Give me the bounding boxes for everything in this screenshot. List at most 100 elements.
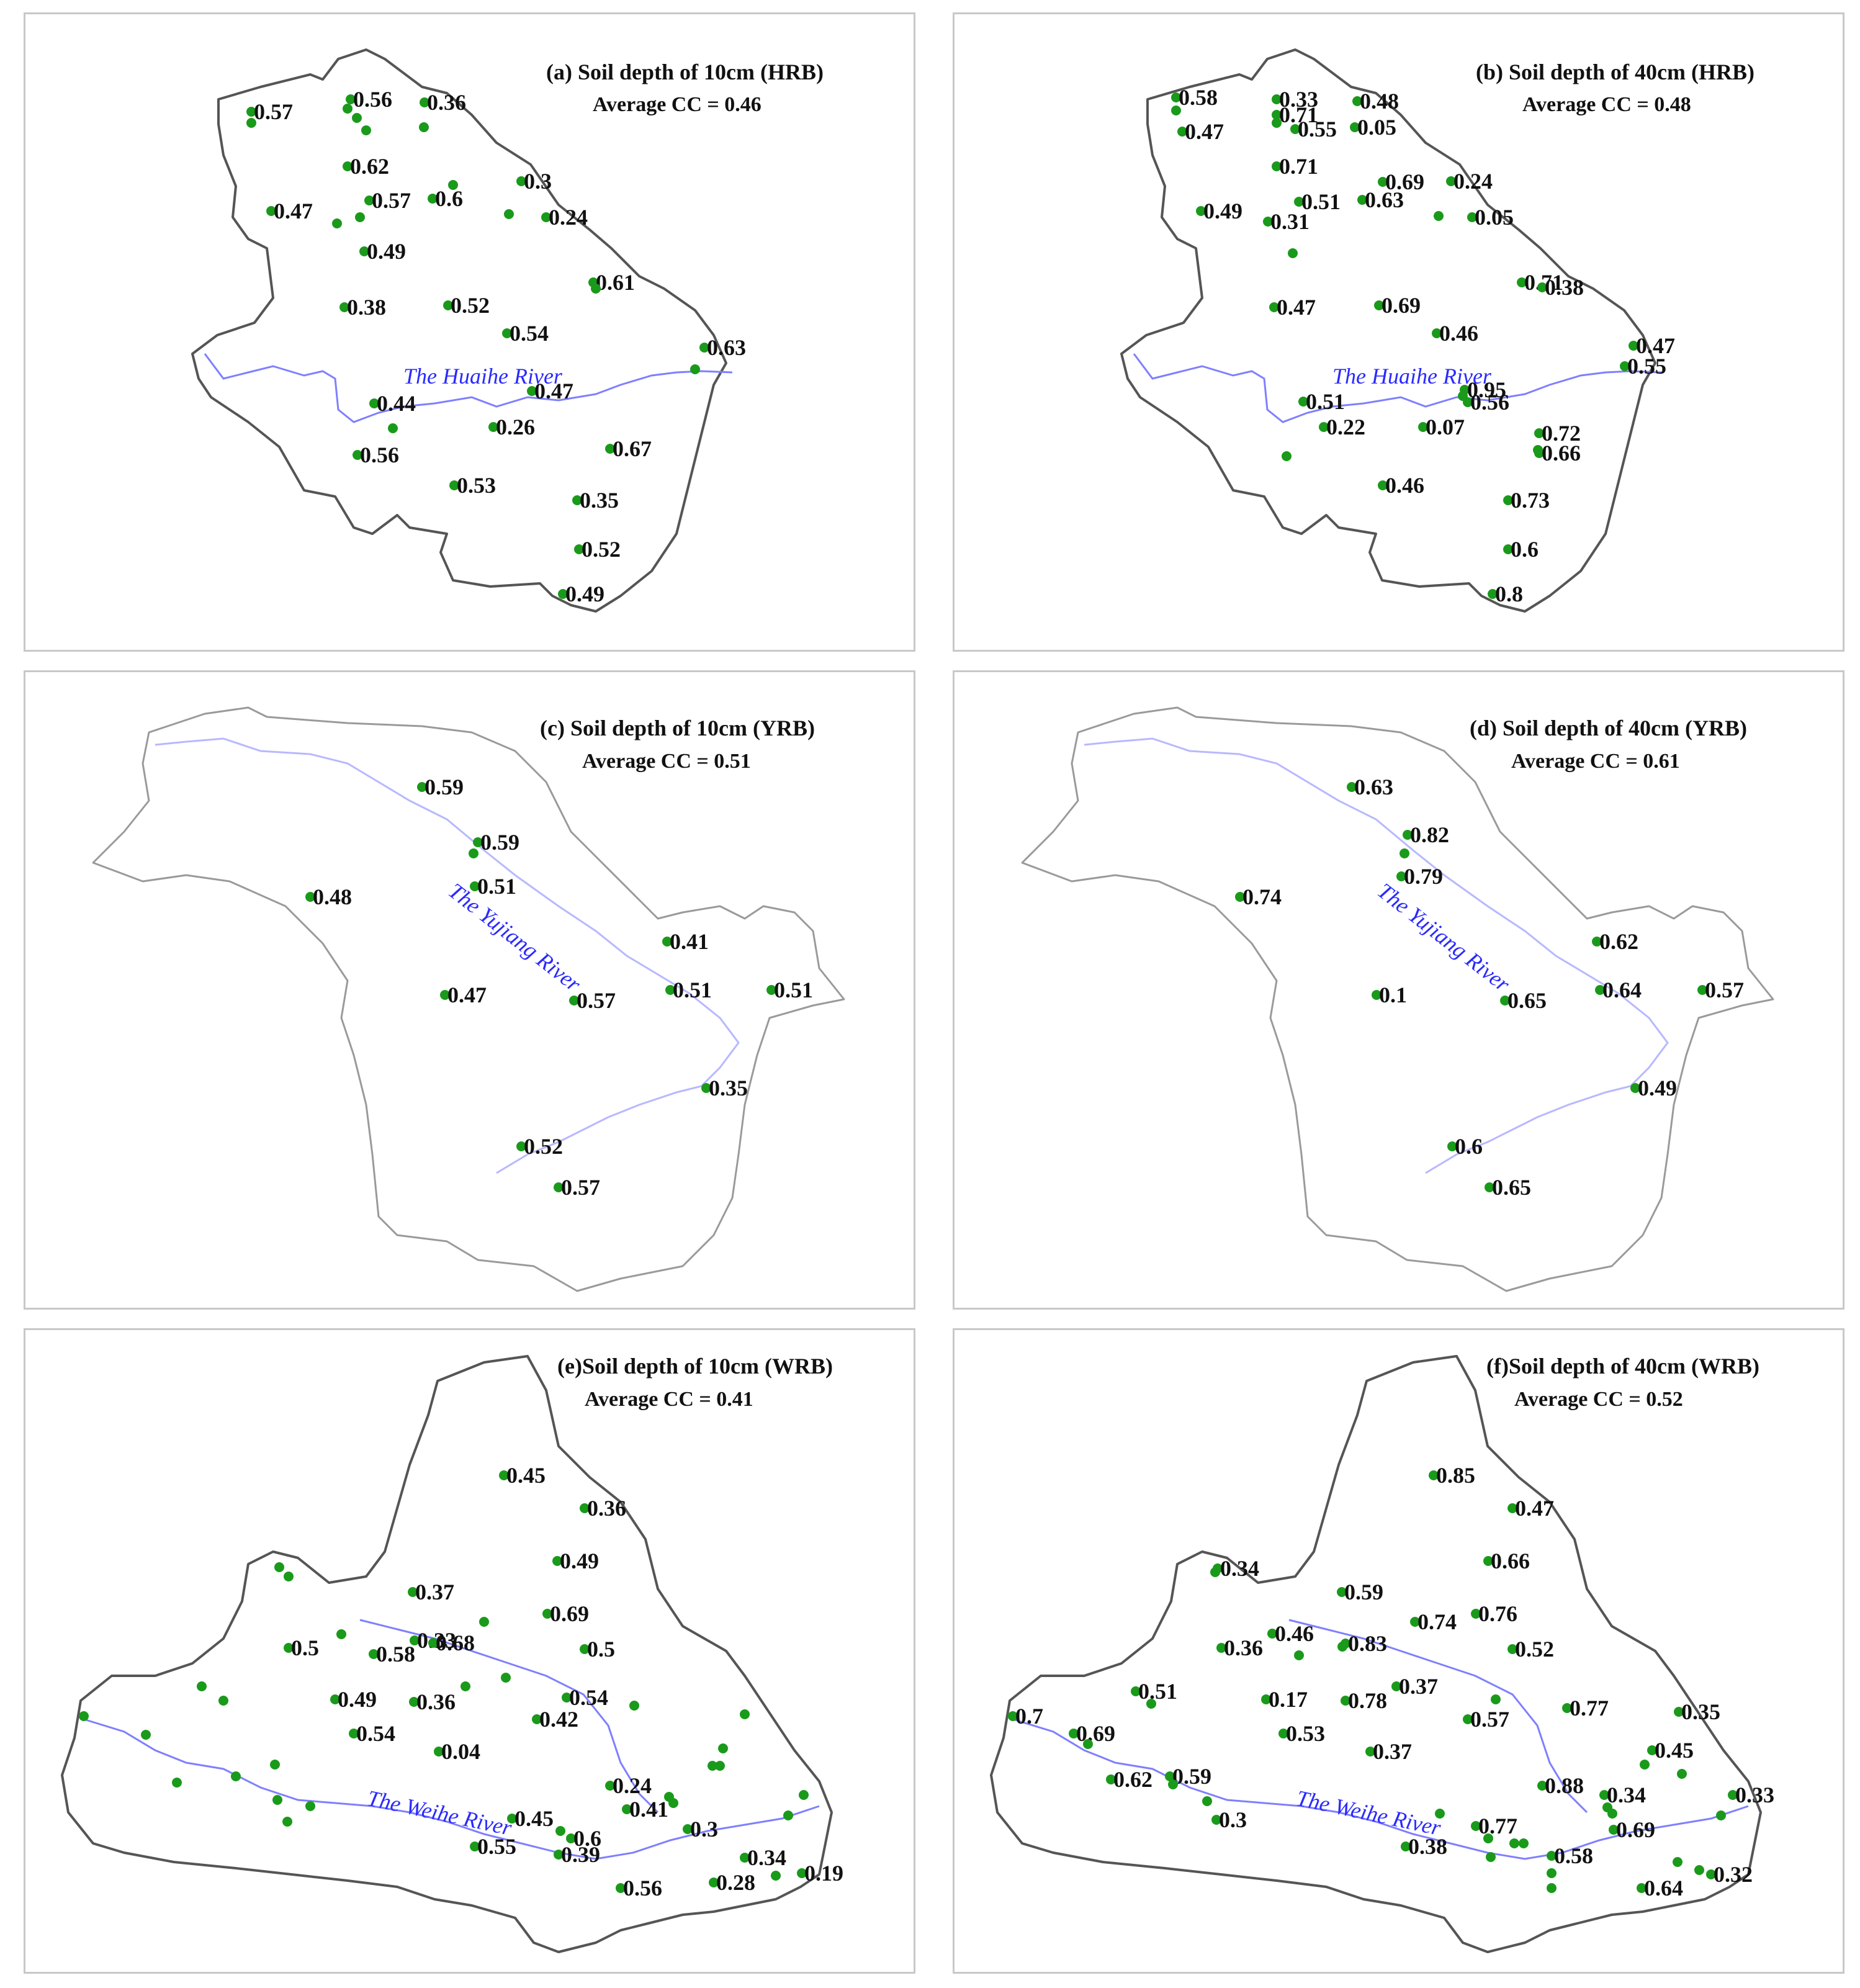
weihe-tributary-f (1288, 1619, 1588, 1814)
station-marker (1607, 1809, 1617, 1819)
station-cc-label: 0.51 (477, 874, 516, 899)
station-cc-label: 0.34 (747, 1845, 786, 1870)
station-cc-label: 0.71 (1279, 102, 1318, 127)
station-marker (1374, 300, 1384, 310)
station-marker (532, 1714, 542, 1724)
station-marker (1503, 495, 1513, 505)
station-cc-label: 0.83 (1348, 1631, 1387, 1656)
station-marker (799, 1790, 809, 1800)
station-marker (343, 161, 353, 171)
station-cc-label: 0.73 (1511, 488, 1550, 513)
station-cc-label: 0.53 (457, 473, 496, 498)
station-marker (1471, 1609, 1481, 1619)
station-marker (552, 1556, 562, 1566)
station-cc-label: 0.45 (514, 1806, 554, 1831)
station-marker (662, 937, 672, 947)
panel-average-e: Average CC = 0.41 (585, 1388, 753, 1411)
station-marker (1401, 1842, 1411, 1851)
station-cc-label: 0.51 (673, 978, 712, 1002)
station-marker (440, 990, 450, 1000)
station-marker (1337, 1642, 1347, 1652)
station-marker (1547, 1851, 1557, 1861)
panel-average-a: Average CC = 0.46 (593, 93, 762, 116)
station-marker (1347, 782, 1357, 792)
station-cc-label: 0.34 (1220, 1556, 1259, 1581)
station-cc-label: 0.07 (1426, 415, 1465, 439)
station-cc-label: 0.28 (716, 1870, 755, 1895)
panel-title-d: (d) Soil depth of 40cm (YRB) (1470, 716, 1747, 740)
station-cc-label: 0.38 (347, 295, 386, 320)
station-cc-label: 0.47 (1636, 333, 1675, 358)
station-marker (1716, 1810, 1726, 1820)
station-marker (1263, 217, 1273, 227)
station-marker (470, 881, 480, 891)
station-marker (417, 782, 427, 792)
station-marker (270, 1760, 280, 1770)
station-marker (1131, 1686, 1141, 1696)
station-marker (1674, 1707, 1684, 1717)
station-cc-label: 0.05 (1475, 205, 1514, 230)
station-marker (343, 104, 353, 114)
station-marker (1211, 1815, 1221, 1825)
station-marker (272, 1795, 282, 1805)
station-marker (683, 1824, 693, 1834)
station-marker (709, 1878, 719, 1887)
station-marker (558, 589, 568, 599)
station-cc-label: 0.1 (1379, 983, 1407, 1007)
station-marker (1352, 96, 1362, 106)
station-cc-label: 0.38 (1545, 275, 1584, 300)
station-marker (305, 1801, 315, 1811)
station-marker (1216, 1643, 1226, 1653)
station-cc-label: 0.33 (1279, 87, 1318, 112)
station-cc-label: 0.74 (1242, 884, 1282, 909)
station-cc-label: 0.17 (1269, 1687, 1308, 1712)
station-marker (1677, 1769, 1687, 1779)
station-marker (355, 212, 365, 222)
station-cc-label: 0.56 (360, 443, 399, 467)
station-marker (1357, 195, 1367, 205)
huaihe-river-b (1133, 353, 1662, 423)
weihe-river-f (1012, 1718, 1749, 1860)
station-marker (1177, 127, 1187, 137)
station-cc-label: 0.42 (539, 1707, 578, 1732)
station-marker (1350, 122, 1360, 132)
station-cc-label: 0.58 (1179, 85, 1218, 110)
station-cc-label: 0.37 (415, 1580, 454, 1604)
station-cc-label: 0.57 (1705, 978, 1744, 1002)
station-cc-label: 0.59 (1344, 1580, 1383, 1604)
station-marker (1272, 110, 1282, 120)
station-marker (284, 1643, 294, 1653)
station-cc-label: 0.39 (561, 1842, 600, 1867)
station-marker (352, 113, 362, 123)
weihe-tributary-e (359, 1619, 659, 1814)
station-marker (1272, 94, 1282, 104)
station-cc-label: 0.19 (804, 1861, 843, 1886)
station-marker (1210, 1567, 1220, 1577)
station-marker (428, 1638, 438, 1648)
station-marker (1391, 1681, 1401, 1691)
station-marker (504, 209, 514, 219)
station-marker (1418, 422, 1428, 432)
station-cc-label: 0.47 (1515, 1496, 1554, 1521)
station-cc-label: 0.32 (1714, 1862, 1753, 1887)
panel-average-f: Average CC = 0.52 (1514, 1388, 1683, 1411)
station-marker (1269, 302, 1279, 312)
station-marker (1272, 118, 1282, 128)
station-cc-label: 0.51 (1306, 389, 1345, 414)
station-cc-label: 0.51 (1138, 1679, 1177, 1704)
station-cc-label: 0.57 (254, 99, 293, 124)
station-marker (1629, 341, 1638, 351)
station-marker (1168, 1779, 1178, 1789)
panel-average-b: Average CC = 0.48 (1522, 93, 1691, 116)
station-marker (1365, 1747, 1375, 1756)
station-marker (1378, 177, 1388, 187)
weihe-river-e (83, 1718, 820, 1860)
station-cc-label: 0.56 (353, 87, 392, 112)
station-marker (542, 1609, 552, 1619)
station-marker (1503, 544, 1513, 554)
station-marker (1471, 1821, 1481, 1831)
station-marker (1278, 1729, 1288, 1738)
station-marker (1500, 996, 1510, 1005)
station-marker (771, 1871, 781, 1881)
station-marker (1446, 176, 1456, 186)
